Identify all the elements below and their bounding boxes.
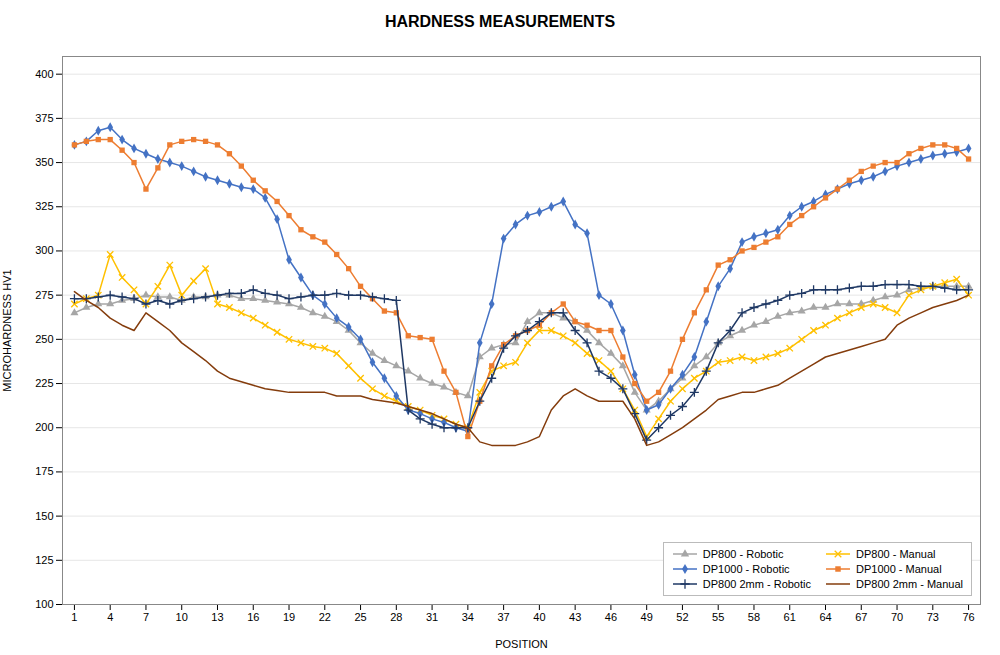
svg-text:55: 55	[712, 611, 724, 623]
html-text:DP800 2mm - Manual: DP800 2mm - Manual	[856, 578, 963, 590]
svg-text:POSITION: POSITION	[495, 638, 548, 650]
svg-text:1: 1	[71, 611, 77, 623]
svg-text:58: 58	[748, 611, 760, 623]
svg-text:19: 19	[283, 611, 295, 623]
svg-text:300: 300	[35, 244, 53, 256]
svg-text:49: 49	[641, 611, 653, 623]
svg-text:64: 64	[819, 611, 831, 623]
svg-text:31: 31	[426, 611, 438, 623]
svg-text:25: 25	[354, 611, 366, 623]
html-text:DP1000 - Manual: DP1000 - Manual	[856, 563, 942, 575]
svg-text:350: 350	[35, 156, 53, 168]
svg-text:375: 375	[35, 112, 53, 124]
svg-text:34: 34	[462, 611, 474, 623]
svg-text:275: 275	[35, 289, 53, 301]
svg-text:175: 175	[35, 465, 53, 477]
svg-text:37: 37	[497, 611, 509, 623]
svg-text:10: 10	[176, 611, 188, 623]
svg-text:22: 22	[319, 611, 331, 623]
svg-text:43: 43	[569, 611, 581, 623]
svg-text:225: 225	[35, 377, 53, 389]
svg-text:13: 13	[211, 611, 223, 623]
svg-text:70: 70	[891, 611, 903, 623]
svg-text:100: 100	[35, 598, 53, 610]
svg-text:28: 28	[390, 611, 402, 623]
svg-text:125: 125	[35, 554, 53, 566]
svg-text:4: 4	[107, 611, 113, 623]
svg-text:46: 46	[605, 611, 617, 623]
svg-text:MICROHARDNESS HV1: MICROHARDNESS HV1	[1, 269, 13, 391]
svg-text:40: 40	[533, 611, 545, 623]
html-text:DP800 2mm - Robotic: DP800 2mm - Robotic	[702, 578, 811, 590]
svg-text:150: 150	[35, 510, 53, 522]
html-text:DP800 - Manual: DP800 - Manual	[856, 548, 936, 560]
svg-text:400: 400	[35, 68, 53, 80]
html-text:DP800 - Robotic: DP800 - Robotic	[702, 548, 784, 560]
svg-text:325: 325	[35, 200, 53, 212]
svg-text:250: 250	[35, 333, 53, 345]
svg-text:67: 67	[855, 611, 867, 623]
svg-text:7: 7	[143, 611, 149, 623]
svg-text:61: 61	[784, 611, 796, 623]
svg-text:76: 76	[962, 611, 974, 623]
svg-text:200: 200	[35, 421, 53, 433]
html-text:DP1000 - Robotic: DP1000 - Robotic	[702, 563, 790, 575]
html-text:HARDNESS MEASUREMENTS: HARDNESS MEASUREMENTS	[384, 13, 616, 30]
svg-text:16: 16	[247, 611, 259, 623]
svg-text:52: 52	[676, 611, 688, 623]
svg-text:73: 73	[927, 611, 939, 623]
